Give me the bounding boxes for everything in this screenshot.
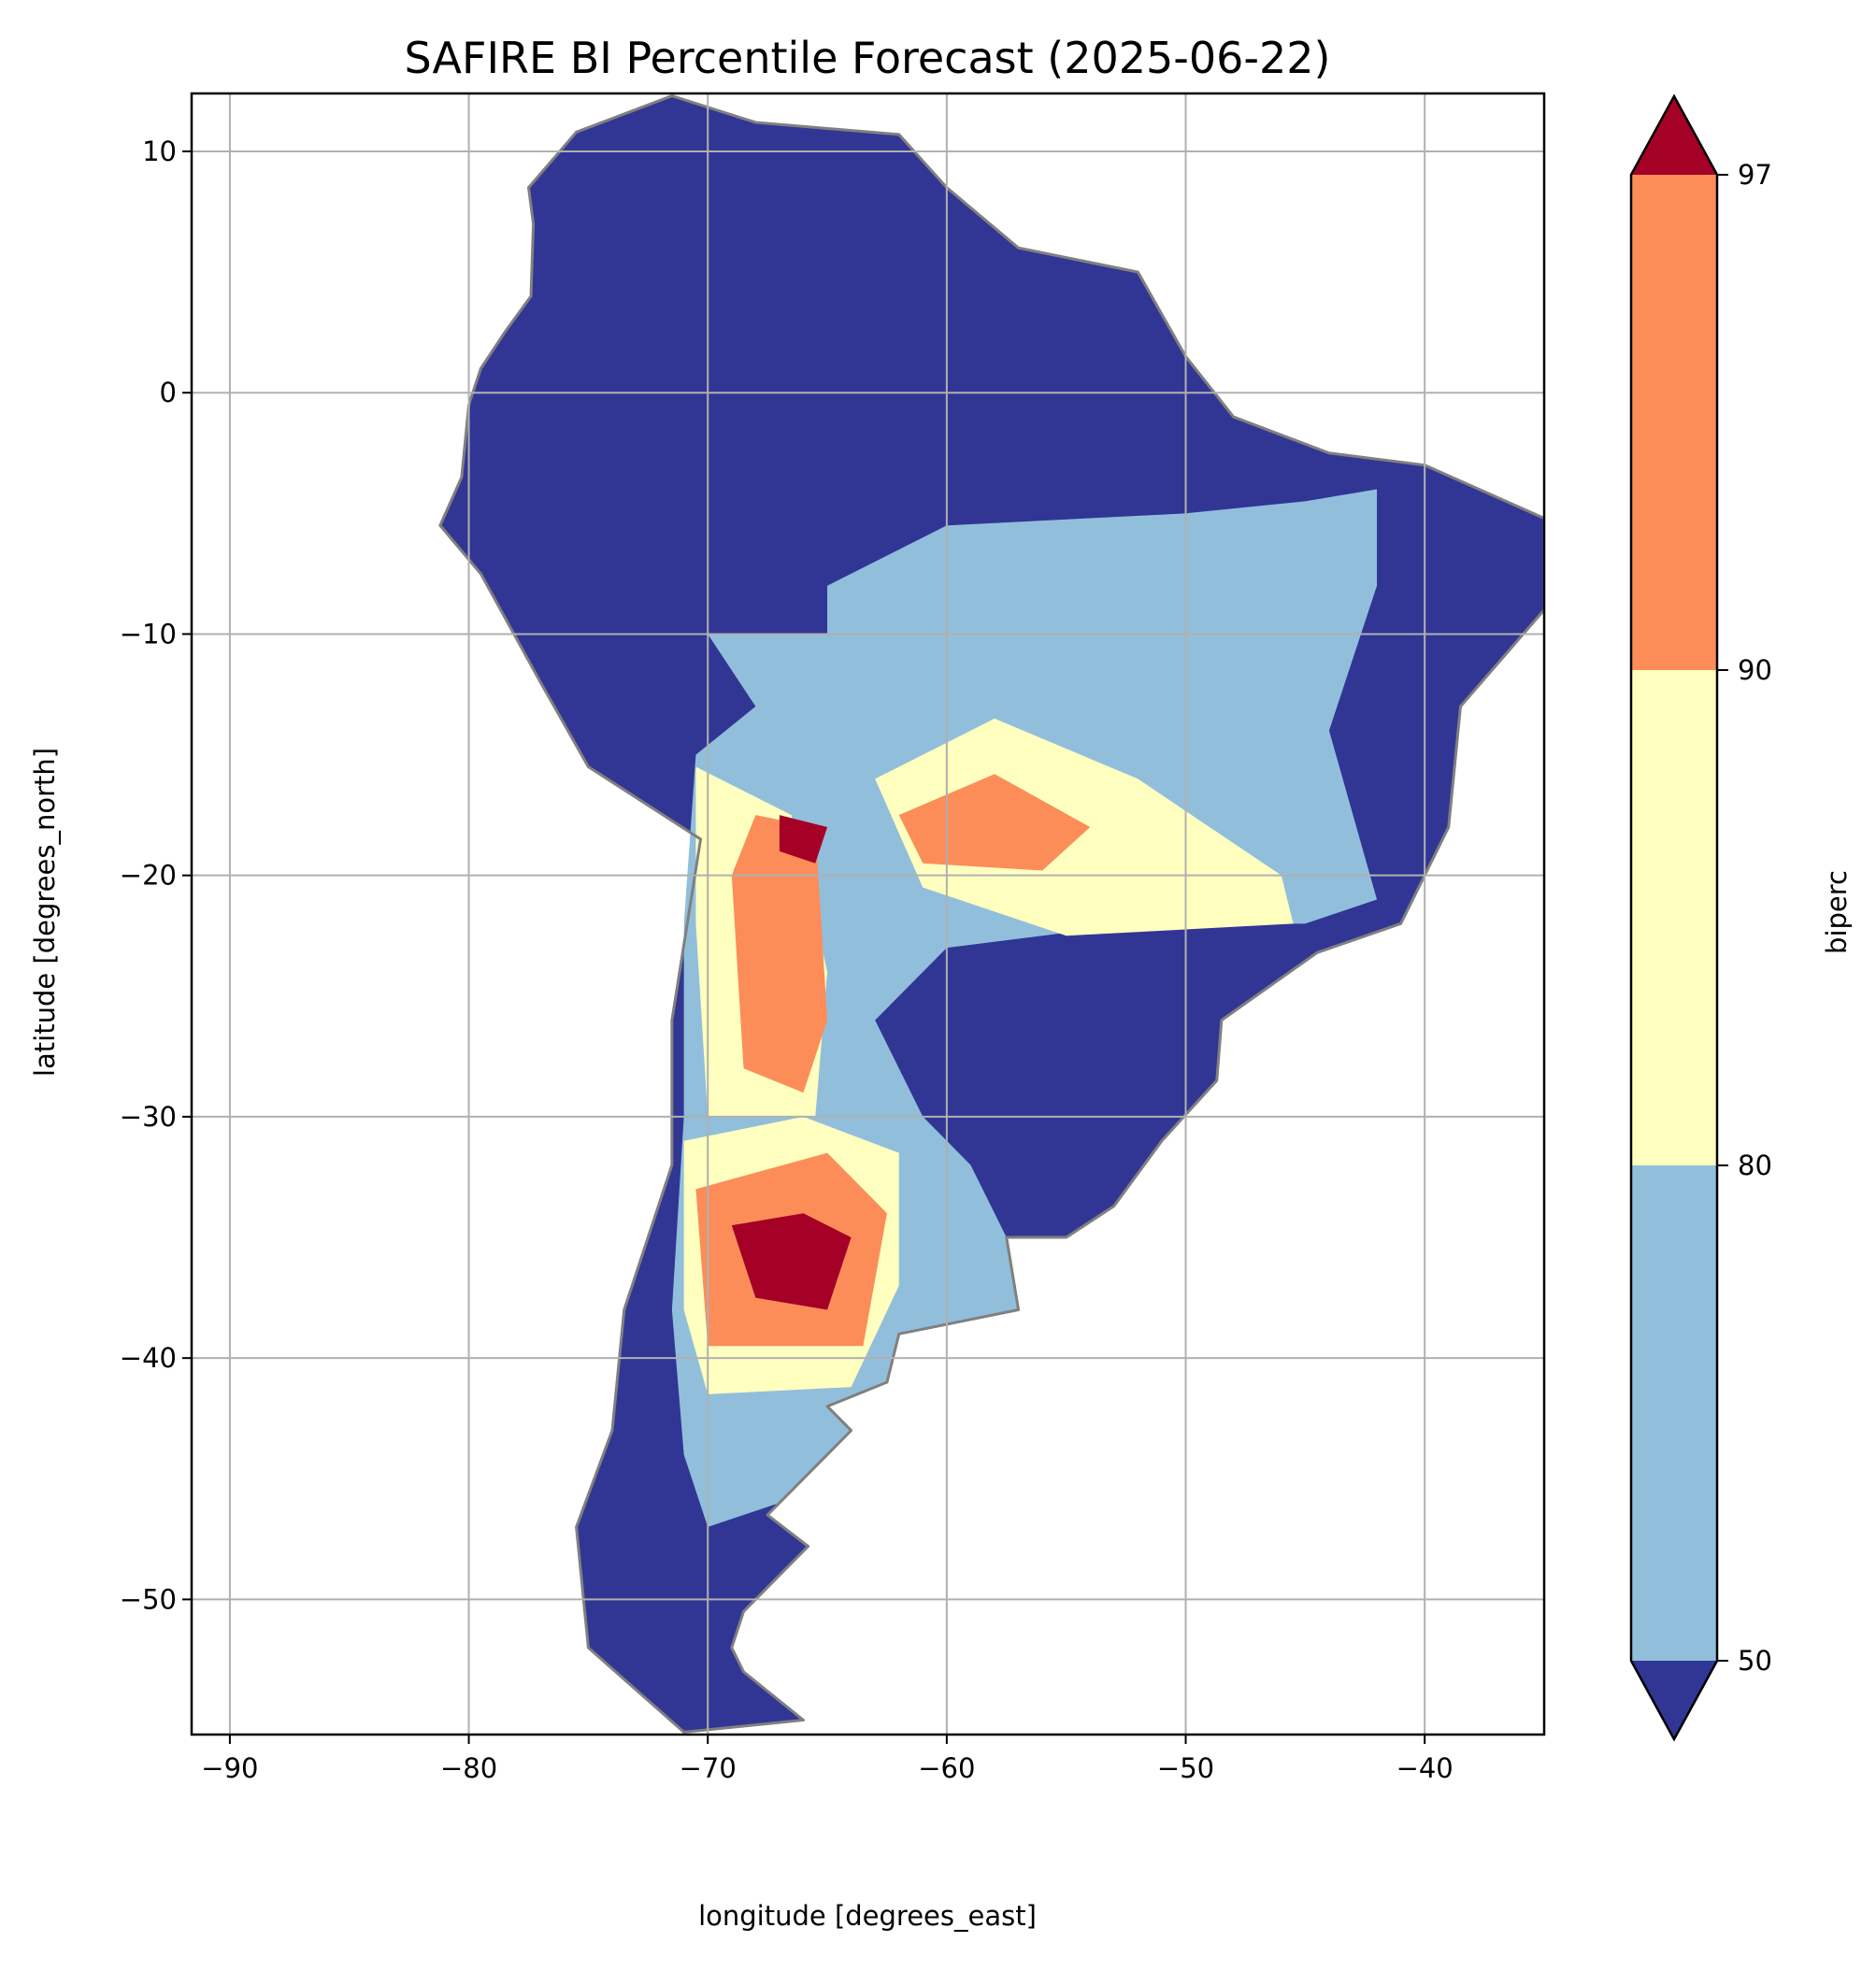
chart-title: SAFIRE BI Percentile Forecast (2025-06-2… <box>405 33 1331 83</box>
region-above-97-bolivia <box>779 815 828 864</box>
x-tick-label: −80 <box>440 1752 497 1784</box>
colorbar-label: biperc <box>1821 870 1853 954</box>
map-layer <box>438 94 1544 1734</box>
colorbar-segment <box>1631 1165 1717 1661</box>
y-tick-label: −40 <box>120 1342 177 1374</box>
colorbar-extend-min <box>1631 1661 1717 1739</box>
colorbar-tick-label: 50 <box>1738 1645 1772 1677</box>
y-tick-label: −30 <box>120 1101 177 1133</box>
y-tick-label: −10 <box>120 618 177 650</box>
colorbar-tick-label: 90 <box>1738 654 1772 686</box>
plot-area: −90 −80 −70 −60 −50 −40 10 0 −10 −20 −30 −40 −50 <box>120 92 1546 1784</box>
x-axis-label: longitude [degrees_east] <box>698 1900 1037 1932</box>
axes-frame <box>190 92 1546 1736</box>
colorbar-tick-label: 80 <box>1738 1150 1772 1181</box>
x-tick-label: −50 <box>1157 1752 1214 1784</box>
y-tick-label: 10 <box>142 136 177 167</box>
coastline-border <box>438 94 1544 1734</box>
y-axis-label: latitude [degrees_north] <box>29 748 61 1077</box>
colorbar-segment <box>1631 670 1717 1165</box>
colorbar-extend-max <box>1631 96 1717 175</box>
x-tick-label: −40 <box>1396 1752 1454 1784</box>
region-90-97-andes <box>731 815 828 1093</box>
y-tick-label: 0 <box>160 377 177 408</box>
y-tick-label: −50 <box>120 1583 177 1615</box>
colorbar-tick-label: 97 <box>1738 159 1772 191</box>
colorbar-segment <box>1631 175 1717 670</box>
x-tick-label: −90 <box>201 1752 258 1784</box>
x-tick-label: −60 <box>918 1752 975 1784</box>
x-tick-label: −70 <box>680 1752 737 1784</box>
y-tick-label: −20 <box>120 860 177 892</box>
colorbar: 50 80 90 97 <box>1629 93 1772 1742</box>
region-above-97-argentina <box>731 1213 852 1310</box>
